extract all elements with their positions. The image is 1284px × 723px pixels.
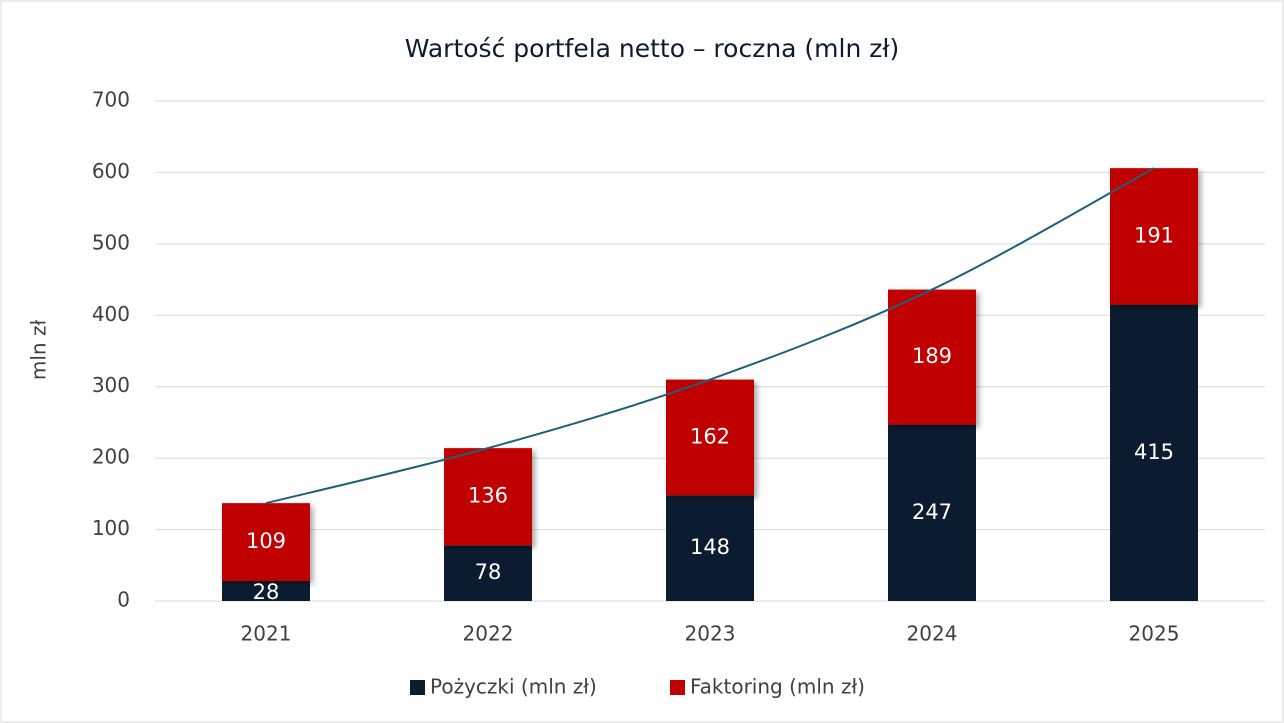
- bar-segment: [666, 495, 754, 601]
- legend-swatch: [410, 680, 425, 695]
- y-tick-label: 200: [92, 445, 130, 469]
- data-label: 28: [253, 580, 280, 604]
- data-label: 189: [912, 344, 952, 368]
- bar-segment: [888, 424, 976, 601]
- data-label: 415: [1134, 440, 1174, 464]
- bar-segment: [222, 581, 310, 601]
- x-tick-label: 2022: [463, 622, 514, 646]
- y-tick-label: 0: [117, 588, 130, 612]
- bar-segment: [1110, 304, 1198, 601]
- bar-segment: [444, 448, 532, 546]
- x-tick-label: 2024: [907, 622, 958, 646]
- data-label: 162: [690, 424, 730, 448]
- x-tick-label: 2025: [1129, 622, 1180, 646]
- data-label: 109: [246, 529, 286, 553]
- bar-segment: [666, 379, 754, 496]
- y-tick-label: 500: [92, 230, 130, 254]
- data-label: 78: [475, 560, 502, 584]
- data-label: 247: [912, 500, 952, 524]
- legend-label: Pożyczki (mln zł): [430, 675, 597, 699]
- bar-segment: [222, 503, 310, 581]
- data-label: 191: [1134, 223, 1174, 247]
- y-tick-label: 400: [92, 302, 130, 326]
- y-tick-label: 600: [92, 159, 130, 183]
- y-tick-label: 300: [92, 373, 130, 397]
- bar-segment: [444, 545, 532, 601]
- bar-segment: [1110, 168, 1198, 305]
- bar-segment: [888, 289, 976, 425]
- x-tick-label: 2023: [685, 622, 736, 646]
- y-axis-label: mln zł: [27, 320, 51, 381]
- y-tick-label: 100: [92, 516, 130, 540]
- legend-label: Faktoring (mln zł): [690, 675, 865, 699]
- trend-line: [265, 167, 1155, 505]
- data-label: 148: [690, 535, 730, 559]
- x-tick-label: 2021: [241, 622, 292, 646]
- data-label: 136: [468, 484, 508, 508]
- chart-title: Wartość portfela netto – roczna (mln zł): [405, 34, 900, 63]
- legend-swatch: [670, 680, 685, 695]
- y-tick-label: 700: [92, 88, 130, 112]
